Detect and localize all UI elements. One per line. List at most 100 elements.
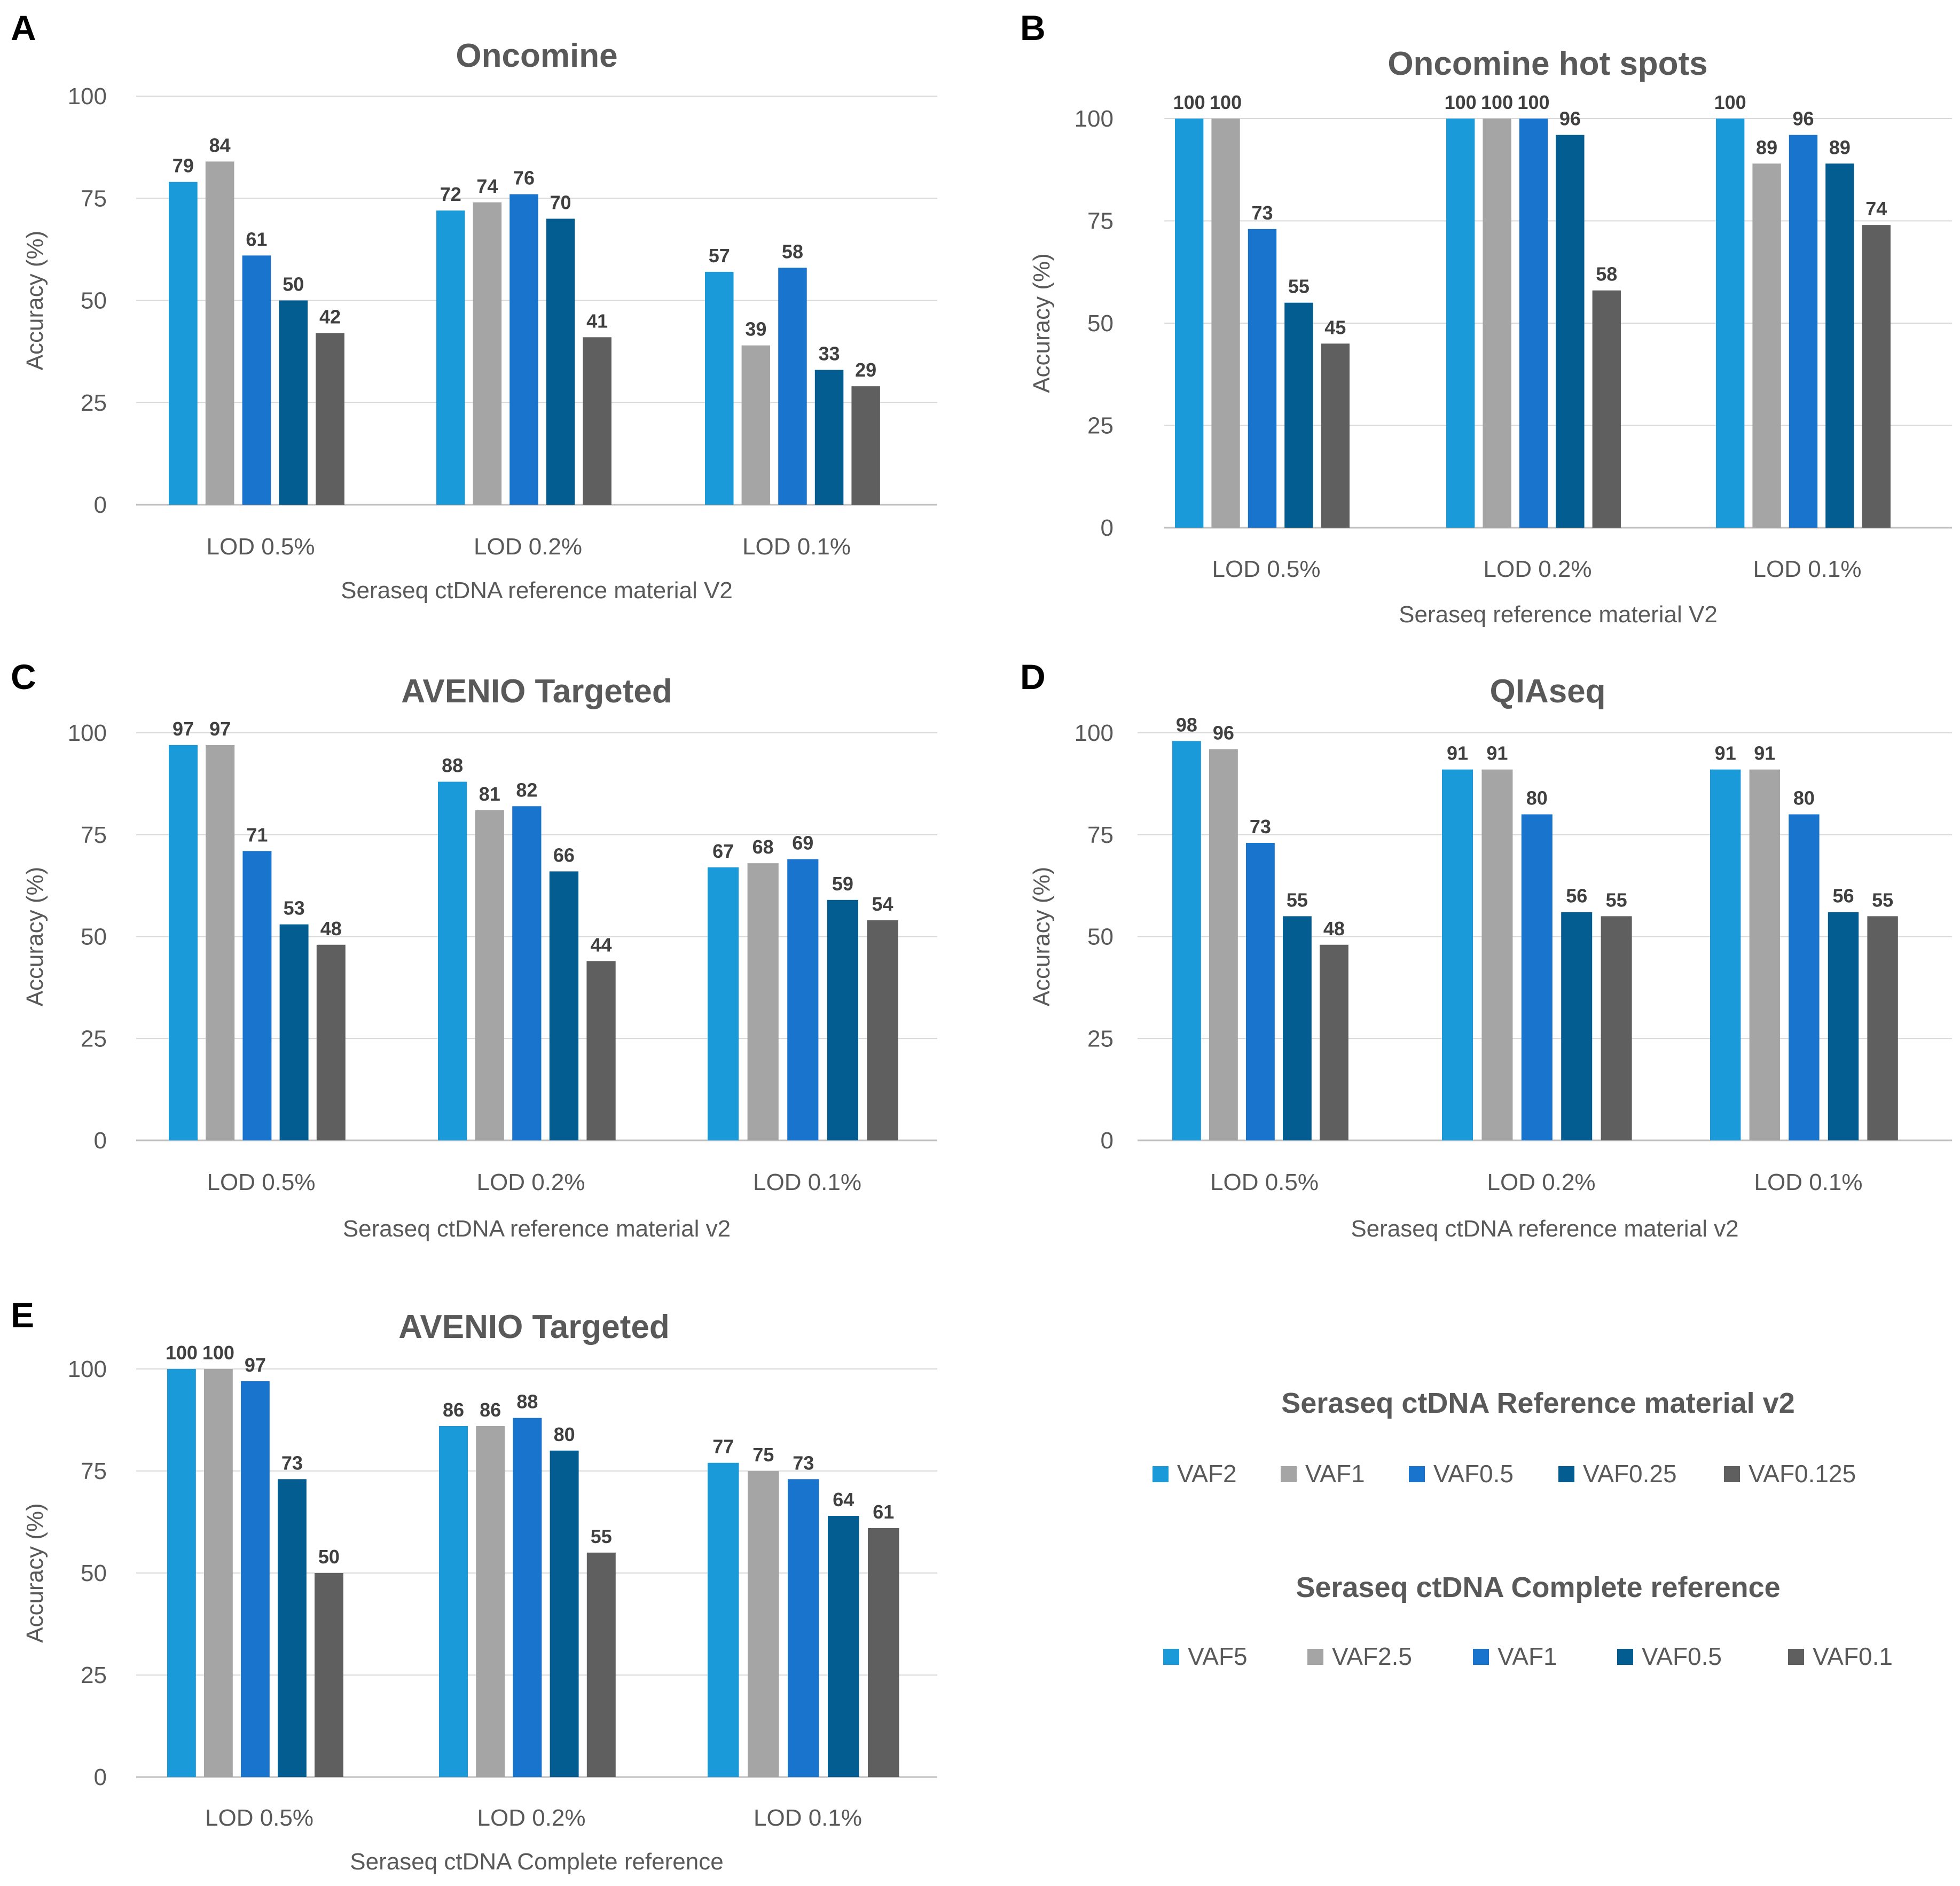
bar (475, 810, 504, 1140)
data-label: 58 (1596, 263, 1617, 285)
y-tick-label: 50 (1087, 310, 1114, 336)
legend-swatch (1724, 1466, 1740, 1482)
y-tick-label: 100 (68, 83, 107, 109)
y-tick-label: 0 (94, 1764, 107, 1790)
y-tick-label: 50 (81, 924, 107, 950)
bar (242, 255, 271, 505)
data-label: 100 (1210, 91, 1242, 113)
bar (1283, 916, 1312, 1140)
data-label: 100 (166, 1342, 198, 1364)
legend-swatch (1788, 1649, 1804, 1665)
data-label: 55 (1872, 889, 1893, 911)
data-label: 55 (1287, 889, 1308, 911)
legend-swatch (1617, 1649, 1633, 1665)
y-tick-label: 100 (68, 720, 107, 746)
bar (867, 920, 898, 1140)
data-label: 67 (712, 840, 734, 862)
bar (169, 745, 198, 1140)
bar (1789, 135, 1818, 528)
legend-label: VAF0.5 (1642, 1642, 1722, 1670)
bar (438, 781, 467, 1140)
y-tick-label: 25 (81, 1026, 107, 1052)
data-label: 75 (752, 1444, 774, 1466)
bar (1446, 119, 1475, 528)
bar (1862, 225, 1891, 528)
data-label: 73 (793, 1452, 814, 1474)
legend-label: VAF1 (1305, 1460, 1365, 1488)
legend-swatch (1153, 1466, 1169, 1482)
legend-swatch (1473, 1649, 1489, 1665)
y-axis-title: Accuracy (%) (22, 1503, 48, 1643)
bar (708, 867, 739, 1140)
data-label: 73 (1251, 202, 1273, 224)
chart-title: Oncomine (456, 37, 617, 74)
bar (1749, 769, 1781, 1140)
x-axis-title: Seraseq ctDNA reference material v2 (343, 1216, 731, 1242)
legend-label: VAF2.5 (1332, 1642, 1412, 1670)
legend-label: VAF0.125 (1749, 1460, 1856, 1488)
bar (1172, 741, 1201, 1140)
data-label: 50 (318, 1546, 340, 1568)
x-axis-title: Seraseq ctDNA reference material v2 (1351, 1216, 1738, 1242)
legend-swatch (1163, 1649, 1179, 1665)
legend-label: VAF0.25 (1583, 1460, 1677, 1488)
chart-title: AVENIO Targeted (398, 1309, 670, 1345)
bar (583, 337, 611, 505)
data-label: 56 (1832, 885, 1854, 907)
bar (1710, 769, 1741, 1140)
y-tick-label: 100 (1075, 720, 1114, 746)
legend-title: Seraseq ctDNA Reference material v2 (1281, 1387, 1794, 1419)
y-tick-label: 50 (1087, 924, 1114, 950)
y-tick-label: 25 (81, 1662, 107, 1688)
data-label: 97 (173, 718, 194, 740)
data-label: 74 (1865, 198, 1887, 220)
y-tick-label: 50 (81, 1560, 107, 1586)
data-label: 100 (1173, 91, 1205, 113)
bar (1716, 119, 1745, 528)
data-label: 80 (554, 1423, 575, 1445)
bar (1321, 343, 1350, 528)
data-label: 66 (553, 844, 575, 866)
data-label: 57 (709, 245, 730, 267)
bar (787, 859, 819, 1140)
bar (1175, 119, 1204, 528)
y-tick-label: 75 (81, 822, 107, 848)
legend-swatch (1409, 1466, 1425, 1482)
bar (242, 851, 272, 1140)
bar (316, 333, 344, 505)
bar (1561, 912, 1593, 1140)
data-label: 91 (1754, 742, 1775, 764)
data-label: 42 (319, 306, 341, 328)
data-label: 80 (1793, 787, 1815, 809)
bar (1483, 119, 1511, 528)
data-label: 86 (443, 1399, 464, 1421)
bar (788, 1479, 819, 1777)
data-label: 96 (1792, 108, 1814, 130)
legend-label: VAF2 (1177, 1460, 1237, 1488)
chart-title: Oncomine hot spots (1387, 45, 1707, 82)
y-tick-label: 0 (94, 1128, 107, 1154)
chart-panel-d: D QIAseq 0 25 50 75 100 Accuracy (%) 98 96 73 55 48 L… (1020, 657, 1952, 1242)
category-label: LOD 0.5% (207, 1169, 316, 1195)
bar (778, 268, 807, 505)
category-label: LOD 0.5% (1210, 1169, 1319, 1195)
data-label: 100 (1481, 91, 1513, 113)
data-label: 80 (1526, 787, 1548, 809)
data-label: 53 (284, 897, 305, 919)
data-label: 84 (209, 134, 231, 156)
bar (748, 1471, 779, 1777)
data-label: 81 (479, 783, 500, 805)
y-axis-title: Accuracy (%) (22, 231, 48, 371)
y-axis-title: Accuracy (%) (1029, 867, 1055, 1007)
data-label: 41 (586, 310, 608, 332)
bar (1789, 814, 1820, 1140)
category-label: LOD 0.2% (477, 1169, 585, 1195)
data-label: 89 (1829, 136, 1851, 158)
bar (747, 863, 779, 1140)
bar (1209, 749, 1238, 1140)
data-label: 55 (1288, 276, 1310, 298)
y-tick-label: 0 (1101, 515, 1114, 541)
data-label: 44 (591, 934, 612, 956)
bar (1320, 944, 1349, 1140)
x-axis-title: Seraseq ctDNA reference material V2 (341, 577, 733, 604)
